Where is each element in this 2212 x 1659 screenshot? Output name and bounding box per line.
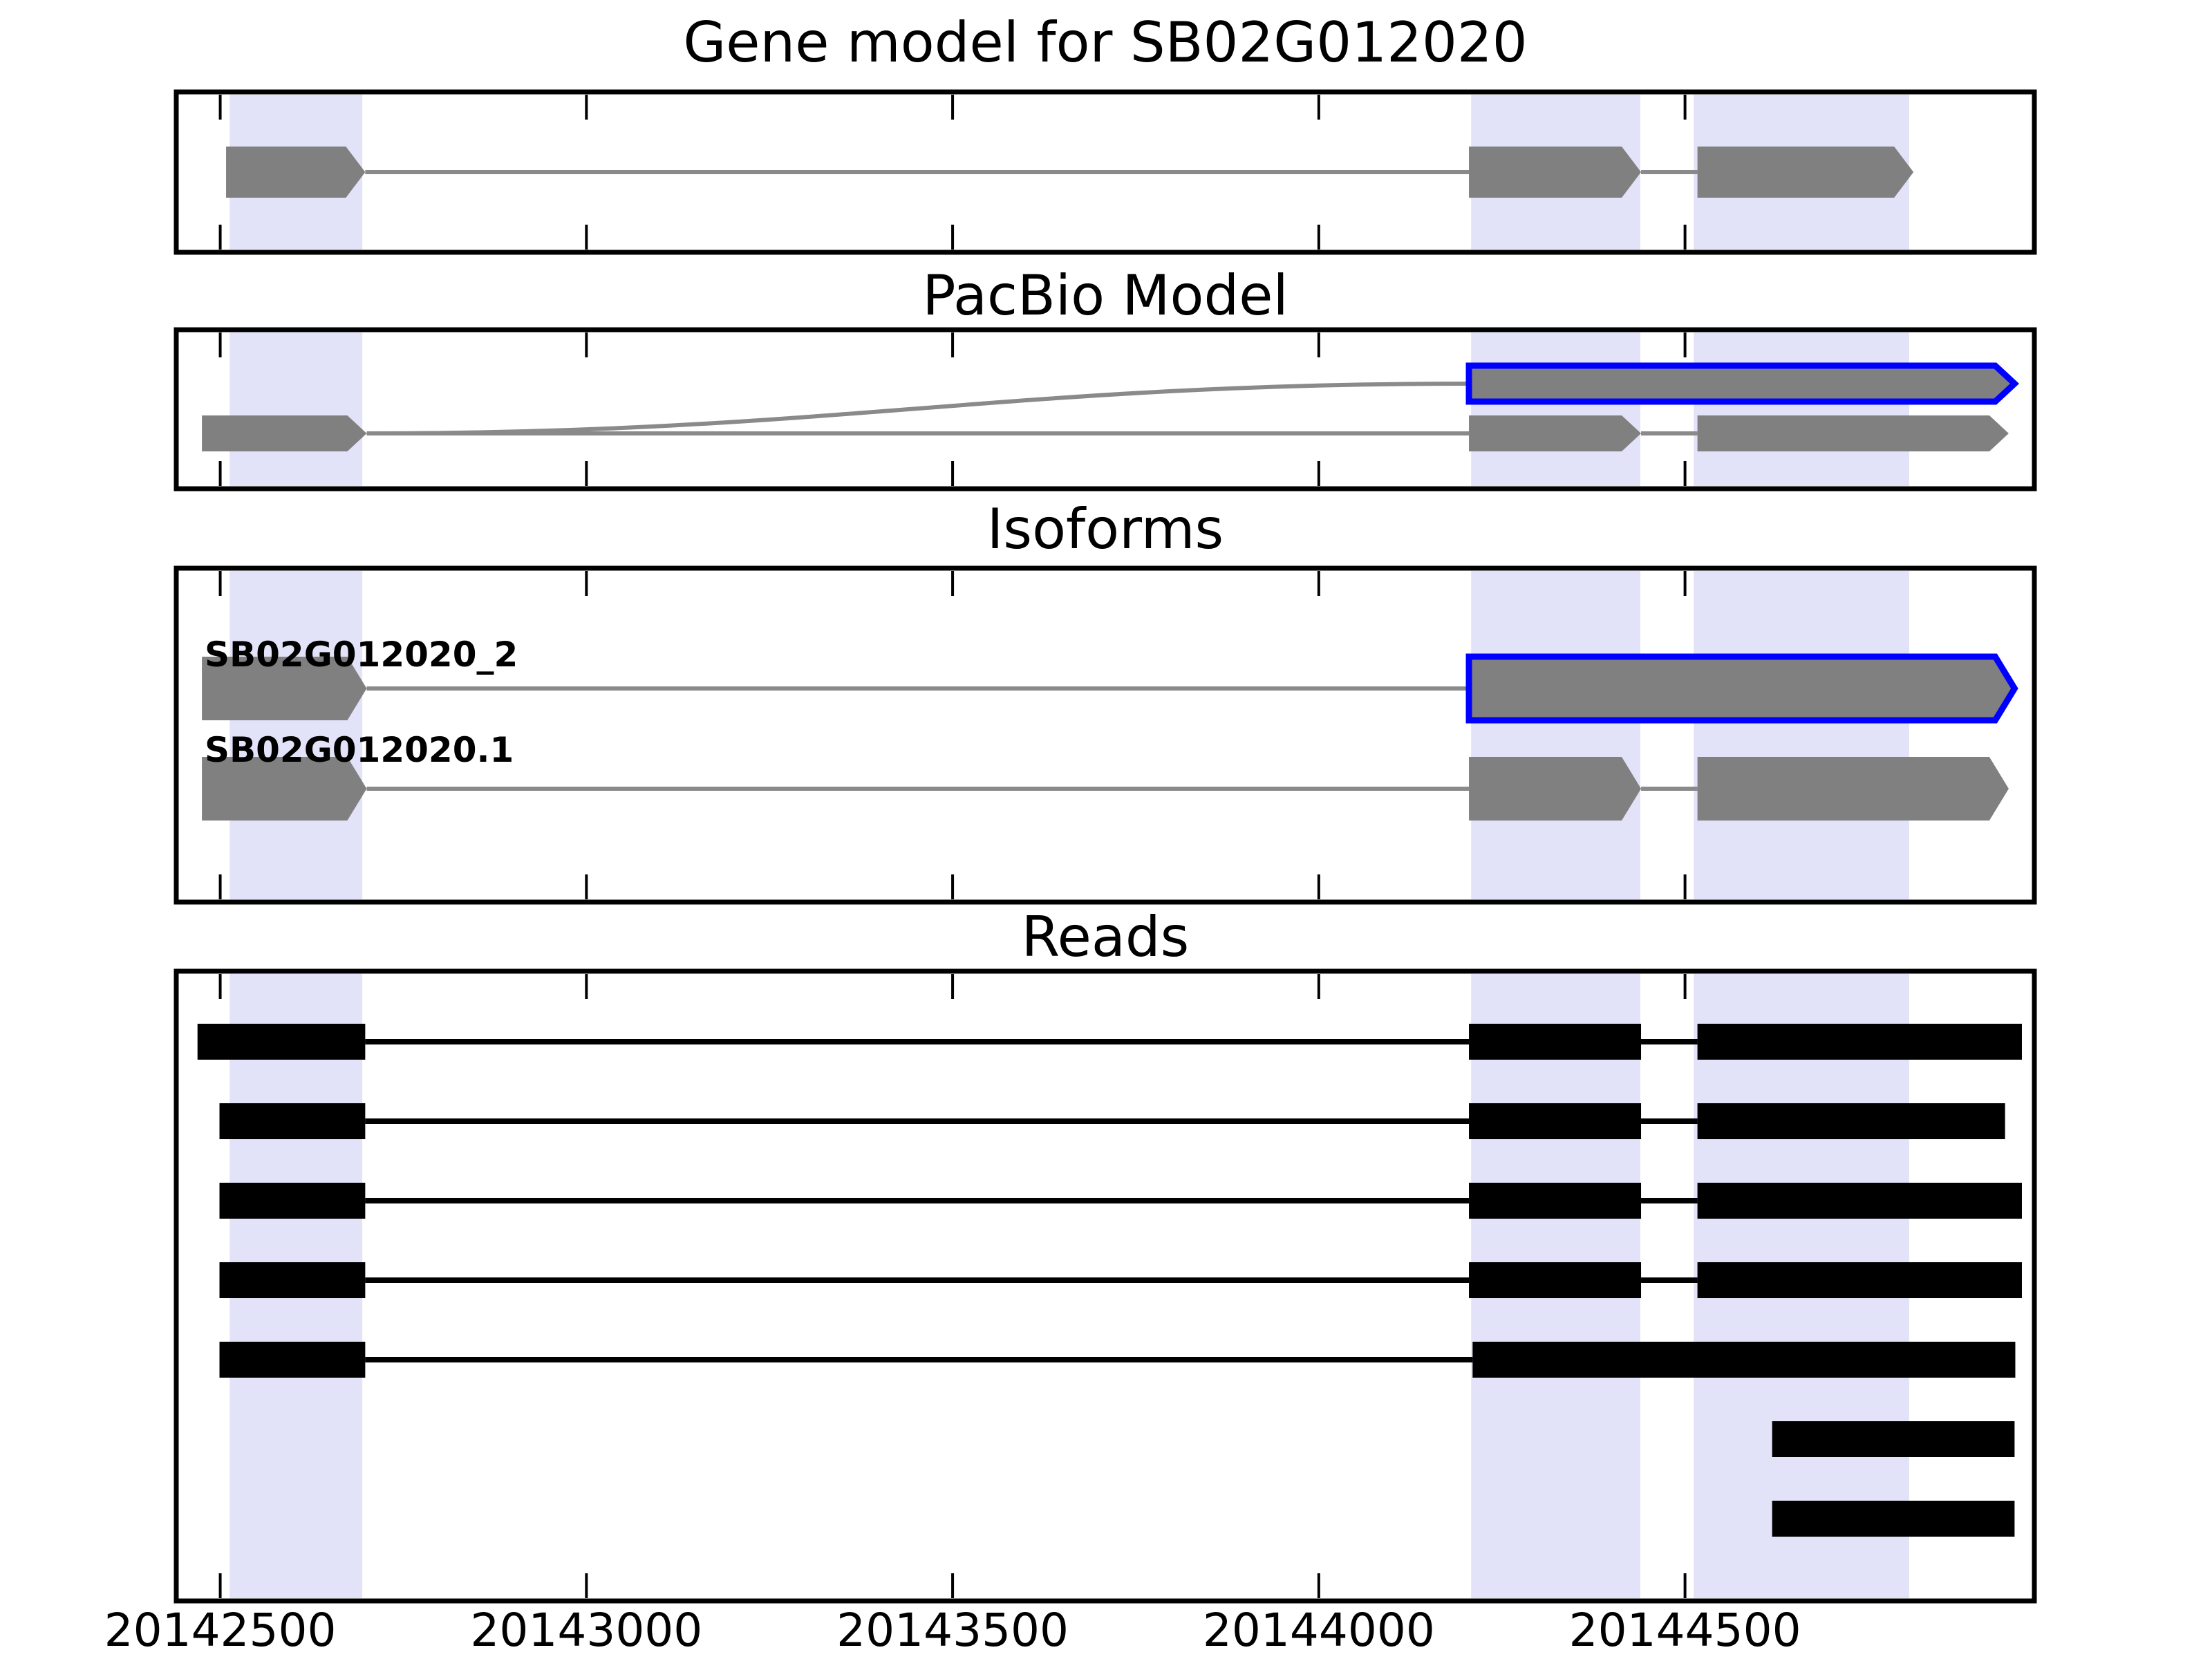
gene-model-panel-title: Gene model for SB02G012020	[683, 10, 1528, 75]
panel-border	[174, 327, 2037, 491]
exon-shape	[1697, 757, 2009, 821]
exon-shape	[202, 415, 367, 451]
read-segment	[219, 1342, 366, 1378]
exon-shape	[1697, 415, 2009, 451]
x-axis-tick-label: 20143000	[470, 1604, 703, 1657]
read-segment	[1469, 1103, 1642, 1139]
exon-shape	[1697, 147, 1914, 198]
panel-border	[174, 968, 2037, 1604]
isoform-label-SB02G012020_2: SB02G012020_2	[205, 635, 518, 675]
exon-shape	[1469, 757, 1642, 821]
highlight-band	[1471, 571, 1640, 899]
reads-panel-title: Reads	[1021, 905, 1190, 969]
exon-shape	[1469, 147, 1642, 198]
read-segment	[219, 1262, 366, 1298]
isoform-label-SB02G012020.1: SB02G012020.1	[205, 730, 514, 770]
x-axis-tick-label: 20144500	[1568, 1604, 1801, 1657]
read-segment	[1472, 1342, 2016, 1378]
highlight-band	[1694, 332, 1909, 486]
exon-shape	[1469, 415, 1642, 451]
panel-border	[174, 89, 2037, 255]
read-segment	[1469, 1262, 1642, 1298]
highlight-band	[229, 332, 363, 486]
x-axis-tick-label: 20144000	[1202, 1604, 1435, 1657]
pacbio-panel-title: PacBio Model	[922, 263, 1288, 328]
pacbio-exon-shape	[1465, 362, 2020, 405]
pacbio-exon-shape	[1465, 653, 2018, 724]
read-segment	[219, 1183, 366, 1219]
read-segment	[1697, 1183, 2022, 1219]
x-axis-tick-label: 20142500	[104, 1604, 337, 1657]
read-segment	[1469, 1024, 1642, 1060]
read-segment	[1469, 1183, 1642, 1219]
exon-shape	[226, 147, 366, 198]
read-segment	[219, 1103, 366, 1139]
read-segment	[1697, 1262, 2022, 1298]
read-segment	[1772, 1501, 2015, 1537]
panel-border	[174, 565, 2037, 905]
read-segment	[1772, 1421, 2015, 1457]
pacbio-curved-intron	[366, 382, 1470, 435]
read-segment	[1697, 1024, 2022, 1060]
read-segment	[1697, 1103, 2005, 1139]
highlight-band	[1471, 332, 1640, 486]
x-axis-tick-label: 20143500	[836, 1604, 1069, 1657]
exon-shape	[202, 757, 367, 821]
exon-shape	[202, 657, 367, 720]
highlight-band	[229, 571, 363, 899]
highlight-band	[1694, 571, 1909, 899]
isoforms-panel-title: Isoforms	[986, 497, 1224, 561]
read-segment	[197, 1024, 366, 1060]
